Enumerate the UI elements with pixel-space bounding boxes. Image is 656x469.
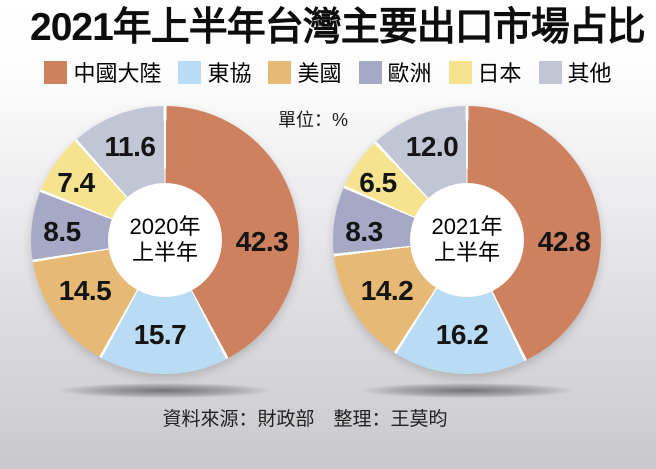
donut-center-text-line: 2021年 (431, 214, 503, 239)
slice-value-label-日本: 6.5 (359, 167, 397, 198)
slice-value-label-其他: 11.6 (104, 131, 156, 162)
source-note: 資料來源：財政部 整理：王莫昀 (162, 409, 448, 430)
legend-label: 美國 (297, 61, 342, 86)
legend-label: 歐洲 (387, 61, 432, 86)
legend-label: 日本 (477, 61, 522, 86)
legend-item-2: 美國 (268, 56, 342, 88)
slice-value-label-中國大陸: 42.8 (537, 226, 591, 257)
legend-item-4: 日本 (448, 56, 522, 88)
donut-center-text-line: 2020年 (129, 214, 201, 239)
slice-value-label-東協: 15.7 (133, 319, 187, 350)
legend-item-0: 中國大陸 (44, 56, 161, 88)
donut-center-text-line: 上半年 (433, 240, 500, 265)
legend-label: 東協 (207, 61, 252, 86)
legend-swatch (538, 60, 562, 84)
legend-swatch (178, 60, 202, 84)
legend-label: 其他 (567, 61, 612, 86)
donut-chart-2021: 2021年 上半年 42.8 16.2 14.2 8.3 6.5 12.0 (333, 106, 601, 398)
legend-swatch (44, 60, 68, 84)
slice-value-label-歐洲: 8.3 (345, 216, 383, 247)
unit-label: 單位：% (278, 110, 349, 130)
donut-center-label: 2020年 上半年 (108, 183, 222, 297)
donut-center-text-line: 上半年 (131, 240, 198, 265)
donut-floor-shadow (361, 383, 573, 398)
legend-label: 中國大陸 (73, 61, 162, 86)
slice-value-label-日本: 7.4 (57, 167, 95, 198)
legend-item-3: 歐洲 (358, 56, 432, 88)
legend-item-1: 東協 (178, 56, 251, 88)
legend-swatch (268, 60, 292, 84)
slice-value-label-歐洲: 8.5 (43, 216, 81, 247)
page-title: 2021年上半年台灣主要出口市場占比 (30, 6, 646, 49)
slice-value-label-美國: 14.5 (58, 275, 112, 306)
slice-value-label-美國: 14.2 (360, 275, 414, 306)
slice-value-label-東協: 16.2 (435, 319, 489, 350)
donut-center-label: 2021年 上半年 (410, 183, 524, 297)
slice-value-label-其他: 12.0 (405, 131, 459, 162)
legend-swatch (448, 60, 472, 84)
chart-legend: 中國大陸 東協 美國 歐洲 日本 其他 (0, 56, 656, 88)
legend-item-5: 其他 (538, 56, 612, 88)
donut-chart-2020: 2020年 上半年 42.3 15.7 14.5 8.5 7.4 11.6 (31, 106, 299, 398)
legend-swatch (358, 60, 382, 84)
donut-floor-shadow (59, 383, 271, 398)
slice-value-label-中國大陸: 42.3 (235, 226, 289, 257)
